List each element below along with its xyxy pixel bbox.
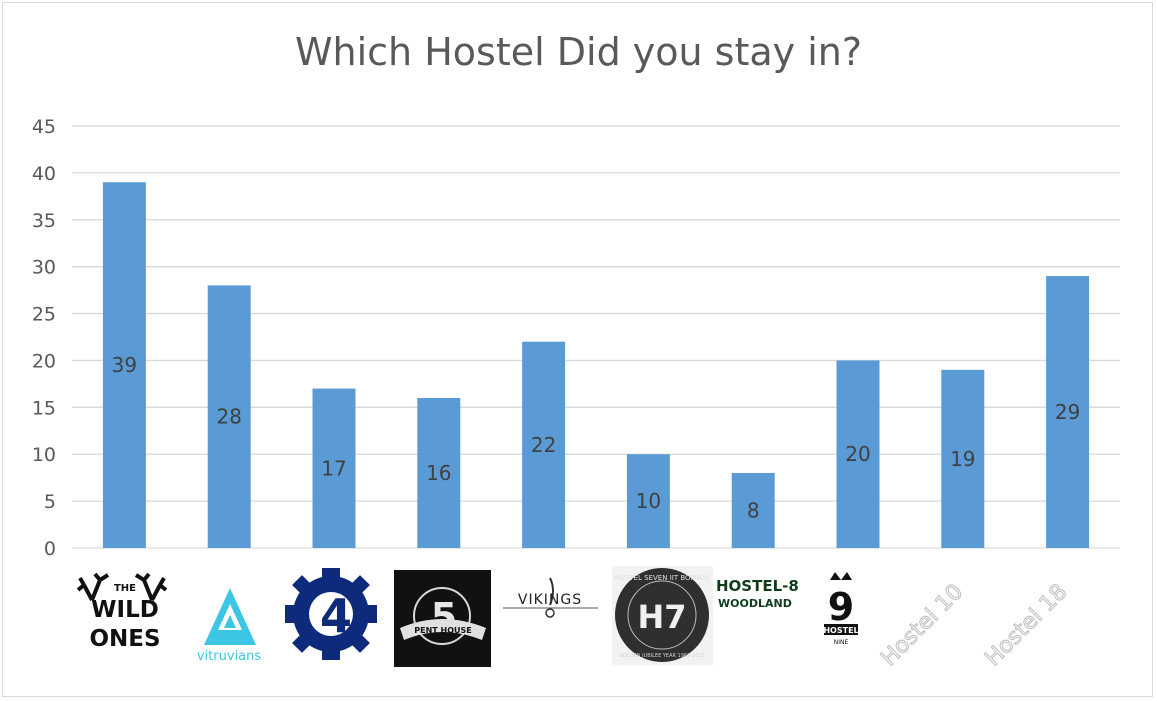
vitruvians-logo: vitruvians <box>197 588 261 664</box>
category-label-hostel-10: Hostel 10 <box>877 580 969 672</box>
bars <box>102 182 1090 548</box>
y-tick-label: 25 <box>32 304 56 326</box>
hostel-9-logo-text: HOSTEL <box>823 626 858 635</box>
bar <box>312 388 356 548</box>
data-label: 8 <box>747 498 760 522</box>
data-label: 28 <box>216 405 241 429</box>
data-label: 39 <box>112 353 137 377</box>
hostel-8-logo-text: WOODLAND <box>718 597 792 610</box>
vitruvians-logo-text: vitruvians <box>197 649 261 664</box>
wild-ones-logo: THE WILD ONES <box>76 572 168 652</box>
data-label: 22 <box>531 433 556 457</box>
bar <box>102 182 146 548</box>
hostel-8-logo-text: HOSTEL-8 <box>716 577 799 595</box>
data-label: 16 <box>426 461 451 485</box>
hostel-8-logo: HOSTEL-8 WOODLAND <box>716 577 799 610</box>
data-label: 29 <box>1055 400 1080 424</box>
data-labels: 39 28 17 16 22 10 8 20 19 29 <box>112 353 1081 522</box>
data-label: 10 <box>636 489 661 513</box>
y-tick-label: 10 <box>32 444 56 466</box>
hostel-4-logo-text: 4 <box>320 589 352 643</box>
bar <box>941 369 985 548</box>
y-tick-label: 30 <box>32 257 56 279</box>
chart-title: Which Hostel Did you stay in? <box>294 30 863 74</box>
data-label: 20 <box>845 442 870 466</box>
hostel-5-logo: 5 PENT HOUSE <box>394 570 491 667</box>
bar <box>626 454 670 548</box>
hostel-7-logo-text: H7 <box>637 598 686 636</box>
y-tick-label: 15 <box>32 397 56 419</box>
data-label: 17 <box>321 456 346 480</box>
wild-ones-logo-text: THE <box>114 583 136 594</box>
y-tick-label: 35 <box>32 210 56 232</box>
y-axis-ticks: 0 5 10 15 20 25 30 35 40 45 <box>32 116 56 560</box>
y-tick-label: 20 <box>32 350 56 372</box>
bar <box>1046 276 1090 548</box>
hostel-7-logo-text: HOSTEL SEVEN IIT BOMBAY <box>614 574 710 582</box>
hostel-9-logo-text: 9 <box>828 585 854 629</box>
y-tick-label: 0 <box>44 538 56 560</box>
hostel-9-logo-text: NINE <box>834 639 849 646</box>
wild-ones-logo-text: ONES <box>89 626 160 652</box>
y-tick-label: 45 <box>32 116 56 138</box>
vikings-logo: VIKINGS <box>503 577 598 618</box>
hostel-5-logo-text: PENT HOUSE <box>414 626 471 635</box>
y-tick-label: 5 <box>44 491 56 513</box>
hostel-9-logo: 9 HOSTEL NINE <box>823 572 859 646</box>
bar <box>207 285 251 548</box>
bar <box>836 360 880 548</box>
hostel-7-logo-text: GOLDEN JUBILEE YEAR 1962-2012 <box>619 653 705 659</box>
hostel-7-logo: HOSTEL SEVEN IIT BOMBAY GOLDEN JUBILEE Y… <box>612 566 713 665</box>
y-tick-label: 40 <box>32 163 56 185</box>
hostel-4-logo: 4 <box>285 568 377 660</box>
wild-ones-logo-text: WILD <box>91 597 159 623</box>
bar <box>731 472 775 548</box>
vikings-logo-text: VIKINGS <box>518 592 582 608</box>
category-label-hostel-18: Hostel 18 <box>981 580 1073 672</box>
bar <box>417 397 461 548</box>
data-label: 19 <box>950 447 975 471</box>
bar <box>522 341 566 548</box>
